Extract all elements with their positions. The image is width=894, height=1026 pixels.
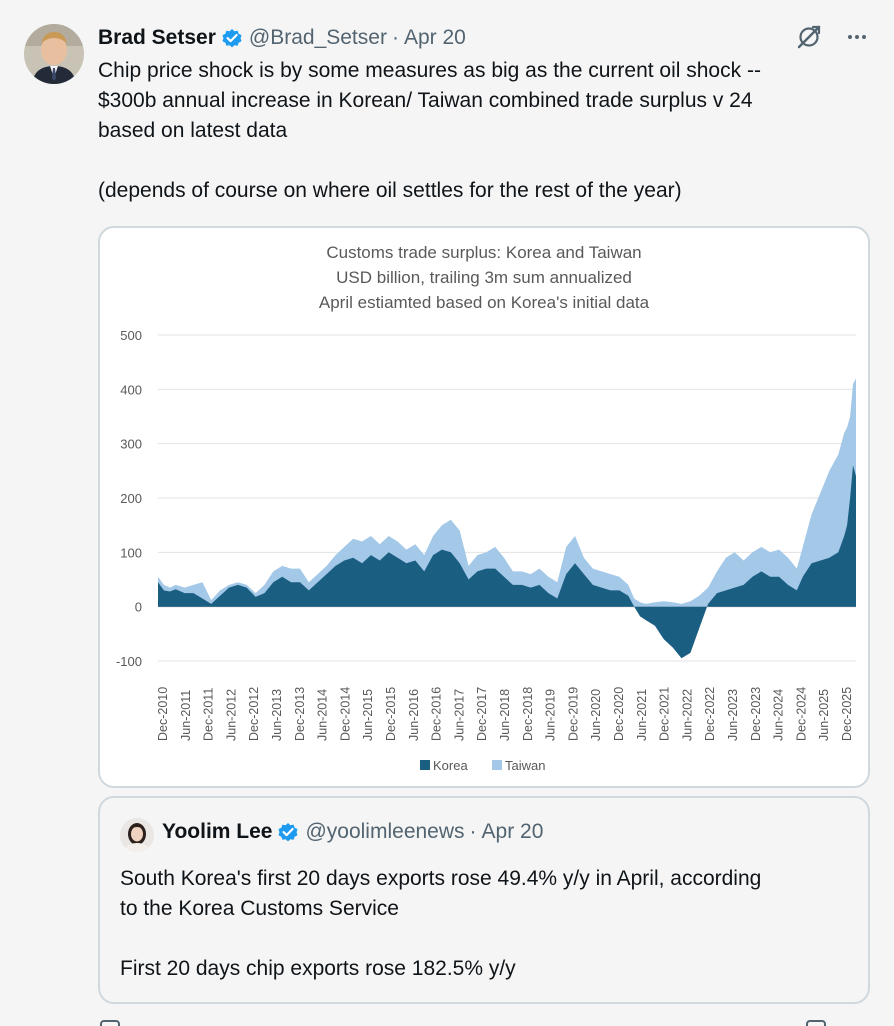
- chart-subtitle-2: April estiamted based on Korea's initial…: [318, 293, 650, 312]
- y-tick-label: 300: [120, 437, 142, 452]
- tweet-header: Brad Setser @Brad_Setser · Apr 20: [98, 24, 874, 52]
- y-tick-label: 100: [120, 545, 142, 560]
- x-tick-label: Jun-2022: [680, 689, 694, 741]
- series-area-taiwan: [158, 378, 856, 607]
- x-tick-label: Dec-2010: [156, 687, 170, 741]
- grok-icon[interactable]: [796, 24, 822, 56]
- y-tick-label: 400: [120, 382, 142, 397]
- quote-author-handle[interactable]: @yoolimleenews: [305, 820, 465, 843]
- reply-icon[interactable]: [100, 1020, 120, 1026]
- legend-label-korea: Korea: [433, 758, 468, 773]
- tweet-text-line: (depends of course on where oil settles …: [98, 179, 682, 202]
- series-area-korea: [158, 465, 856, 659]
- x-tick-label: Jun-2019: [544, 689, 558, 741]
- x-tick-label: Jun-2021: [635, 689, 649, 741]
- chart-subtitle: USD billion, trailing 3m sum annualized: [336, 268, 632, 287]
- x-tick-label: Jun-2023: [726, 689, 740, 741]
- quoted-tweet[interactable]: Yoolim Lee @yoolimleenews · Apr 20 South…: [98, 796, 870, 1004]
- x-tick-label: Dec-2023: [749, 687, 763, 741]
- quote-author-avatar[interactable]: [120, 818, 154, 852]
- x-tick-label: Jun-2020: [589, 689, 603, 741]
- tweet-date[interactable]: Apr 20: [403, 26, 466, 49]
- x-tick-label: Jun-2016: [407, 689, 421, 741]
- chart-image[interactable]: Customs trade surplus: Korea and Taiwan …: [98, 226, 870, 788]
- x-tick-label: Jun-2011: [179, 690, 193, 741]
- x-tick-label: Dec-2020: [612, 687, 626, 741]
- x-tick-label: Jun-2025: [817, 689, 831, 741]
- chart-plot: 500 400 300 200 100 0 -100 Dec-2010 Jun-2011 Dec…: [116, 328, 856, 773]
- x-tick-label: Dec-2015: [384, 687, 398, 741]
- more-icon[interactable]: [846, 26, 868, 54]
- quote-text-line: First 20 days chip exports rose 182.5% y…: [120, 957, 516, 980]
- legend-label-taiwan: Taiwan: [505, 758, 545, 773]
- quote-text-line: South Korea's first 20 days exports rose…: [120, 867, 762, 890]
- quote-header: Yoolim Lee @yoolimleenews · Apr 20: [162, 820, 543, 844]
- separator-dot: ·: [391, 26, 399, 49]
- quote-author-name[interactable]: Yoolim Lee: [162, 820, 273, 843]
- x-tick-label: Dec-2021: [658, 687, 672, 741]
- legend-swatch-korea: [420, 760, 430, 770]
- quote-text: South Korea's first 20 days exports rose…: [120, 864, 850, 984]
- x-tick-label: Dec-2019: [566, 687, 580, 741]
- x-tick-label: Dec-2012: [247, 687, 261, 741]
- author-name[interactable]: Brad Setser: [98, 26, 216, 49]
- x-tick-label: Dec-2024: [794, 687, 808, 741]
- x-tick-label: Dec-2025: [840, 687, 854, 741]
- share-icon[interactable]: [806, 1020, 826, 1026]
- x-tick-label: Dec-2013: [293, 687, 307, 741]
- verified-badge-icon[interactable]: [221, 27, 243, 49]
- tweet-text: Chip price shock is by some measures as …: [98, 56, 858, 206]
- chart-title: Customs trade surplus: Korea and Taiwan: [326, 243, 642, 262]
- x-tick-label: Jun-2013: [270, 689, 284, 741]
- y-tick-label: 0: [135, 600, 142, 615]
- quote-date[interactable]: Apr 20: [481, 820, 544, 843]
- y-tick-label: 500: [120, 328, 142, 343]
- x-tick-label: Dec-2018: [521, 687, 535, 741]
- x-tick-label: Jun-2014: [316, 689, 330, 741]
- separator-dot: ·: [469, 820, 477, 843]
- legend-swatch-taiwan: [492, 760, 502, 770]
- verified-badge-icon[interactable]: [277, 821, 299, 843]
- x-tick-label: Dec-2014: [338, 687, 352, 741]
- tweet-text-line: Chip price shock is by some measures as …: [98, 59, 761, 82]
- x-tick-label: Dec-2011: [202, 688, 216, 741]
- y-tick-label: 200: [120, 491, 142, 506]
- x-tick-label: Jun-2017: [452, 689, 466, 741]
- author-avatar[interactable]: [24, 24, 84, 84]
- x-tick-label: Jun-2015: [361, 689, 375, 741]
- tweet-text-line: $300b annual increase in Korean/ Taiwan …: [98, 89, 753, 112]
- x-tick-label: Jun-2018: [498, 689, 512, 741]
- author-handle[interactable]: @Brad_Setser: [248, 26, 387, 49]
- x-tick-label: Dec-2016: [430, 687, 444, 741]
- x-tick-label: Jun-2012: [224, 689, 238, 741]
- y-tick-label: -100: [116, 654, 142, 669]
- quote-text-line: to the Korea Customs Service: [120, 897, 399, 920]
- x-tick-label: Dec-2022: [703, 687, 717, 741]
- x-tick-label: Jun-2024: [772, 689, 786, 741]
- x-tick-label: Dec-2017: [475, 687, 489, 741]
- tweet-text-line: based on latest data: [98, 119, 288, 142]
